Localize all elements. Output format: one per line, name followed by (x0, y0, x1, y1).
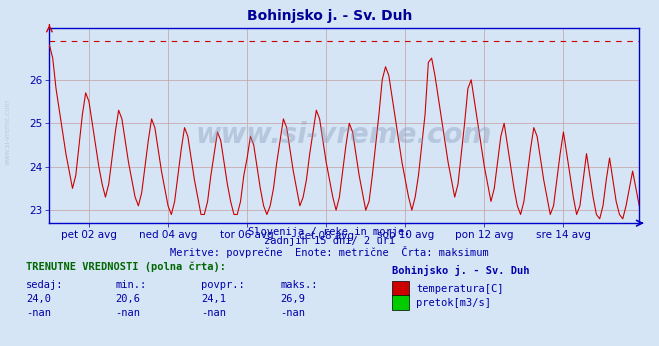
Text: www.si-vreme.com: www.si-vreme.com (196, 121, 492, 149)
Text: 24,0: 24,0 (26, 294, 51, 304)
Text: 26,9: 26,9 (280, 294, 305, 304)
Text: Slovenija / reke in morje.: Slovenija / reke in morje. (248, 227, 411, 237)
Text: -nan: -nan (26, 308, 51, 318)
Text: povpr.:: povpr.: (201, 280, 244, 290)
Text: maks.:: maks.: (280, 280, 318, 290)
Text: -nan: -nan (115, 308, 140, 318)
Text: -nan: -nan (280, 308, 305, 318)
Text: pretok[m3/s]: pretok[m3/s] (416, 298, 492, 308)
Text: Bohinjsko j. - Sv. Duh: Bohinjsko j. - Sv. Duh (392, 265, 530, 276)
Text: -nan: -nan (201, 308, 226, 318)
Text: www.si-vreme.com: www.si-vreme.com (5, 98, 11, 165)
Text: 24,1: 24,1 (201, 294, 226, 304)
Text: Meritve: povprečne  Enote: metrične  Črta: maksimum: Meritve: povprečne Enote: metrične Črta:… (170, 246, 489, 258)
Text: zadnjih 15 dni/ 2 uri: zadnjih 15 dni/ 2 uri (264, 236, 395, 246)
Text: Bohinjsko j. - Sv. Duh: Bohinjsko j. - Sv. Duh (247, 9, 412, 22)
Text: sedaj:: sedaj: (26, 280, 64, 290)
Text: 20,6: 20,6 (115, 294, 140, 304)
Text: temperatura[C]: temperatura[C] (416, 284, 504, 294)
Text: min.:: min.: (115, 280, 146, 290)
Text: TRENUTNE VREDNOSTI (polna črta):: TRENUTNE VREDNOSTI (polna črta): (26, 261, 226, 272)
